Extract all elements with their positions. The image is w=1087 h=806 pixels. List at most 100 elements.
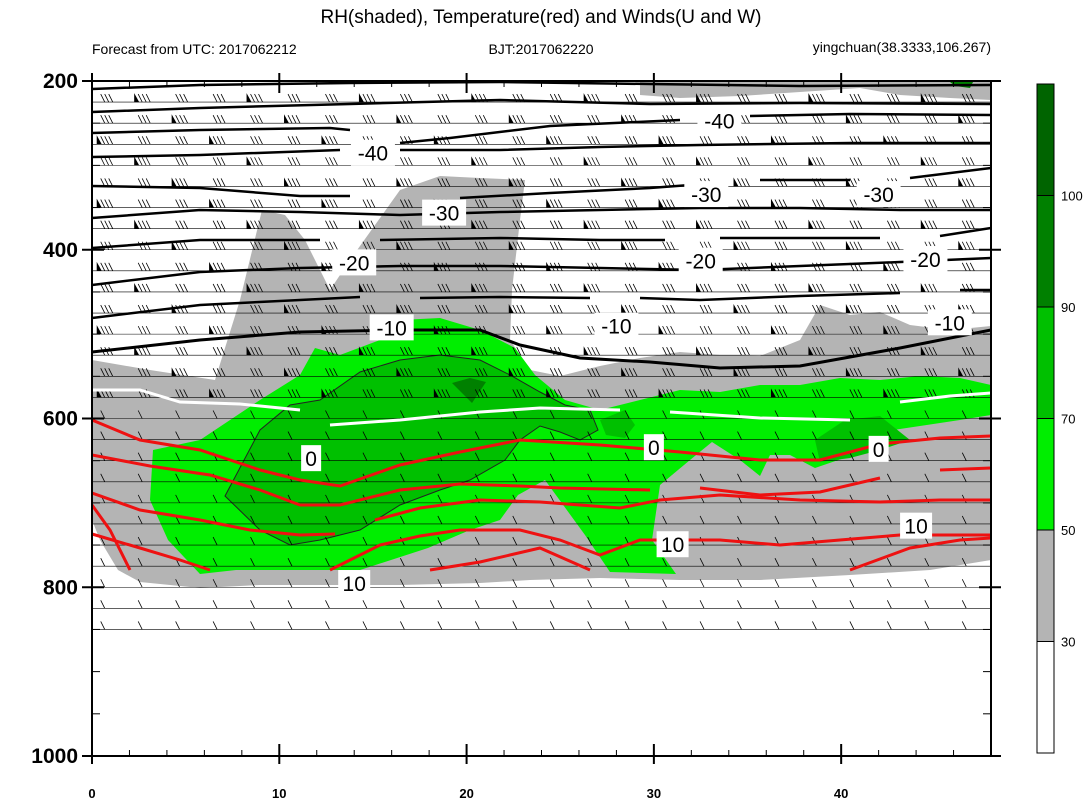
colorbar-box [1036,529,1055,642]
barb-tick [969,178,975,187]
barb-tick [220,178,226,187]
barb-tick [849,115,855,124]
barb-tick [628,136,634,145]
barb-tick [816,347,821,356]
barb-tick [212,283,218,293]
barb-tick [329,178,334,187]
barb-tick [141,115,147,124]
barb-tick [250,431,255,440]
barb-tick [591,93,597,103]
barb-flag [808,346,814,356]
barb-tick [632,220,638,229]
barb-tick [741,220,746,229]
barb-tick [812,199,817,208]
barb-tick [703,93,709,103]
barb-flag [696,346,702,356]
barb-tick [250,283,255,293]
barb-tick [782,325,788,335]
barb-tick [220,347,226,356]
temp-contour-neg-4 [92,141,991,159]
barb-flag [958,114,964,124]
station-label: yingchuan(38.3333,106.267) [813,39,991,55]
barb-tick [587,347,593,356]
barb-flag [621,114,627,124]
barb-tick [812,115,817,124]
barb-tick [254,178,259,187]
barb-tick [108,93,114,103]
barb-flag [171,177,177,187]
barb-tick [220,368,226,377]
barb-tick [137,557,143,567]
barb-tick [662,136,667,145]
barb-tick [890,368,896,377]
barb-tick [220,389,226,398]
barb-tick [445,157,451,166]
barb-tick [591,368,597,377]
barb-tick [820,241,825,250]
barb-tick [183,325,189,335]
barb-tick [175,178,181,187]
barb-tick [183,389,189,398]
barb-tick [857,368,863,377]
barb-tick [553,325,559,335]
barb-tick [474,536,480,546]
barb-tick [370,368,376,377]
barb-tick [624,220,630,229]
barb-tick [699,557,705,567]
barb-tick [175,262,181,272]
barb-tick [333,157,338,166]
barb-tick [812,600,817,609]
barb-tick [928,368,934,377]
barb-tick [890,325,896,335]
barb-tick [287,621,293,630]
barb-tick [100,325,106,335]
barb-tick [325,93,330,103]
barb-tick [291,157,297,166]
temp-label-bg [350,139,395,166]
x-tick-label: 0 [88,786,95,801]
barb-tick [329,199,334,208]
barb-tick [741,304,746,314]
barb-tick [212,368,218,377]
barb-tick [820,93,825,103]
barb-tick [628,389,634,398]
barb-flag [808,156,814,166]
barb-tick [137,262,143,272]
barb-tick [849,283,855,293]
barb-tick [179,157,185,166]
barb-tick [254,136,259,145]
barb-tick [587,473,593,482]
barb-tick [849,241,855,250]
barb-tick [857,157,863,166]
barb-tick [325,600,330,609]
barb-tick [333,199,338,208]
barb-tick [325,536,330,546]
barb-tick [886,241,892,250]
barb-tick [632,178,638,187]
temp-label: 10 [661,534,684,557]
barb-tick [400,515,405,525]
barb-flag [733,177,739,187]
barb-tick [666,178,671,187]
temp-label: 0 [305,448,317,471]
barb-tick [250,579,255,588]
barb-tick [853,93,859,103]
barb-tick [408,347,413,356]
barb-tick [258,115,263,124]
barb-tick [557,220,563,229]
temp-label-bg [900,512,933,539]
barb-tick [812,304,817,314]
barb-tick [175,473,181,482]
barb-tick [816,93,821,103]
barb-tick [216,347,222,356]
barb-tick [474,389,480,398]
barb-tick [175,579,181,588]
barb-tick [969,368,975,377]
barb-tick [366,93,372,103]
barb-tick [628,199,634,208]
barb-tick [437,579,443,588]
barb-tick [437,368,443,377]
barb-flag [134,282,140,292]
barb-flag [770,135,776,145]
